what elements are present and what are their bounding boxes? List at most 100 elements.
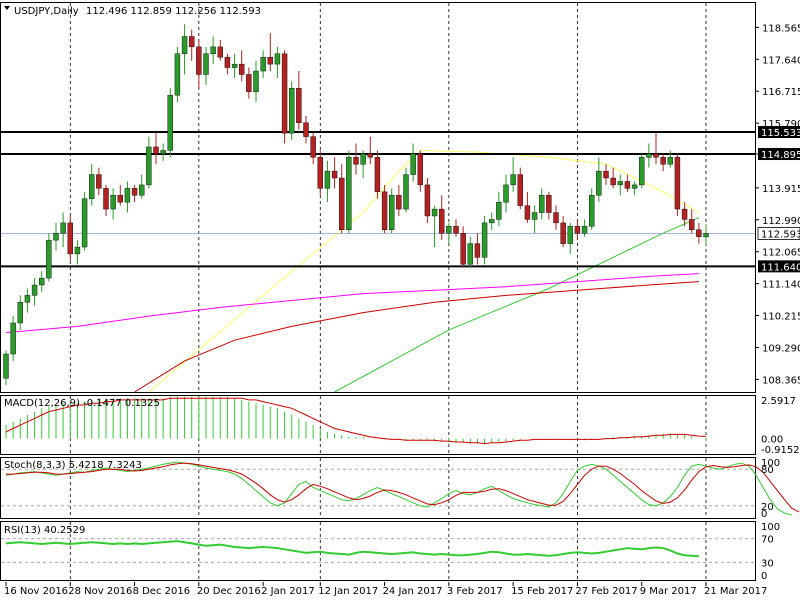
bearish-candle (603, 170, 609, 179)
bullish-candle (160, 150, 166, 155)
bullish-candle (231, 63, 238, 68)
bullish-candle (631, 184, 638, 189)
level-tag-label: 111.640 (761, 262, 800, 273)
bullish-candle (167, 94, 173, 151)
bearish-candle (653, 153, 659, 158)
bearish-candle (453, 226, 459, 234)
bearish-candle (96, 174, 102, 189)
bearish-candle (517, 174, 523, 206)
bullish-candle (260, 57, 266, 72)
bullish-candle (503, 184, 509, 203)
dropdown-triangle-icon[interactable] (4, 6, 10, 10)
bullish-candle (324, 170, 331, 189)
price-axis-ticks: 118.565 117.640 116.715 115.790 114.895 113.9… (755, 23, 800, 386)
bearish-candle (117, 195, 123, 203)
bullish-candle (567, 226, 573, 244)
rsi-tick-label: 30 (761, 558, 774, 569)
date-tick-label: 21 Mar 2017 (704, 586, 767, 597)
bearish-candle (660, 157, 666, 165)
macd-histogram (5, 396, 707, 444)
stoch-tick-label: 0 (761, 509, 767, 520)
moving-average-line (148, 149, 700, 393)
macd-signal-line (5, 397, 707, 445)
bullish-candle (431, 208, 438, 217)
price-tick-label: 109.290 (762, 343, 800, 354)
bearish-candle (524, 205, 531, 220)
bullish-candle (274, 53, 281, 65)
bullish-candle (639, 157, 645, 186)
date-tick-label: 3 Feb 2017 (447, 586, 503, 597)
price-pane: 118.565 117.640 116.715 115.790 114.895 113.9… (1, 6, 800, 393)
bearish-candle (267, 57, 273, 65)
bullish-candle (146, 146, 152, 186)
bearish-candle (560, 222, 566, 244)
rsi-tick-label: 0 (761, 571, 767, 582)
rsi-level-lines (1, 538, 755, 563)
price-tick-label: 111.140 (762, 280, 800, 291)
bearish-candle (424, 184, 431, 217)
candles-layer (3, 24, 709, 386)
bullish-candle (3, 353, 9, 379)
bearish-candle (353, 157, 359, 165)
bullish-candle (346, 157, 352, 230)
bearish-candle (696, 229, 702, 237)
bearish-candle (417, 153, 423, 186)
level-tag-bg (758, 148, 800, 161)
bearish-candle (624, 181, 631, 189)
pane-frame (0, 2, 756, 393)
ohlc-readout: 112.496 112.859 112.256 112.593 (86, 6, 261, 17)
bullish-candle (481, 222, 488, 258)
bullish-candle (539, 195, 545, 213)
bullish-candle (210, 46, 216, 54)
bullish-candle (589, 195, 595, 227)
price-tick-label: 117.640 (762, 55, 800, 66)
price-tick-label: 112.990 (762, 216, 800, 227)
moving-average-line (134, 281, 699, 393)
bearish-candle (303, 122, 309, 137)
stoch-main-line (5, 461, 792, 516)
price-tick-label: 112.065 (762, 248, 800, 259)
bullish-candle (39, 277, 45, 286)
price-tick-label: 108.365 (762, 375, 800, 386)
bullish-candle (174, 53, 181, 96)
bearish-candle (131, 188, 138, 196)
pane-frame (0, 521, 756, 581)
price-tick-label: 115.790 (762, 119, 800, 130)
price-tick-label: 110.215 (762, 312, 800, 323)
stoch-title: Stoch(8,3,3) 5.4218 7.3243 (4, 460, 142, 471)
moving-average-line (334, 217, 700, 393)
level-tag-label: 114.895 (761, 150, 800, 161)
date-tick-label: 16 Nov 2016 (4, 586, 68, 597)
symbol-label: USDJPY,Daily (14, 6, 79, 17)
bullish-candle (510, 174, 516, 186)
rsi-axis-ticks: 100 70 30 0 (761, 522, 780, 582)
stoch-signal-line (6, 462, 800, 513)
macd-tick-label: 2.5917 (761, 396, 796, 407)
date-tick-label: 20 Dec 2016 (197, 586, 261, 597)
bearish-candle (217, 46, 223, 58)
level-tag-bg (758, 260, 800, 273)
bearish-candle (67, 222, 73, 255)
date-tick-label: 2 Jan 2017 (261, 586, 315, 597)
date-tick-label: 15 Feb 2017 (511, 586, 573, 597)
pane-frames (0, 2, 756, 581)
level-tag-label: 115.533 (761, 128, 800, 139)
bearish-candle (553, 212, 559, 224)
stoch-tick-label: 80 (761, 465, 774, 476)
date-tick-label: 12 Jan 2017 (318, 586, 378, 597)
bullish-candle (74, 246, 81, 255)
bullish-candle (703, 233, 709, 238)
bullish-candle (581, 226, 588, 234)
pane-frame (0, 395, 756, 455)
bullish-candle (17, 302, 23, 324)
bearish-candle (317, 157, 323, 189)
bullish-candle (24, 295, 31, 303)
price-tick-label: 113.915 (762, 184, 800, 195)
bullish-candle (646, 153, 652, 158)
bearish-candle (574, 226, 581, 234)
bearish-candle (153, 146, 159, 155)
bullish-candle (46, 239, 52, 279)
bearish-candle (439, 208, 445, 234)
